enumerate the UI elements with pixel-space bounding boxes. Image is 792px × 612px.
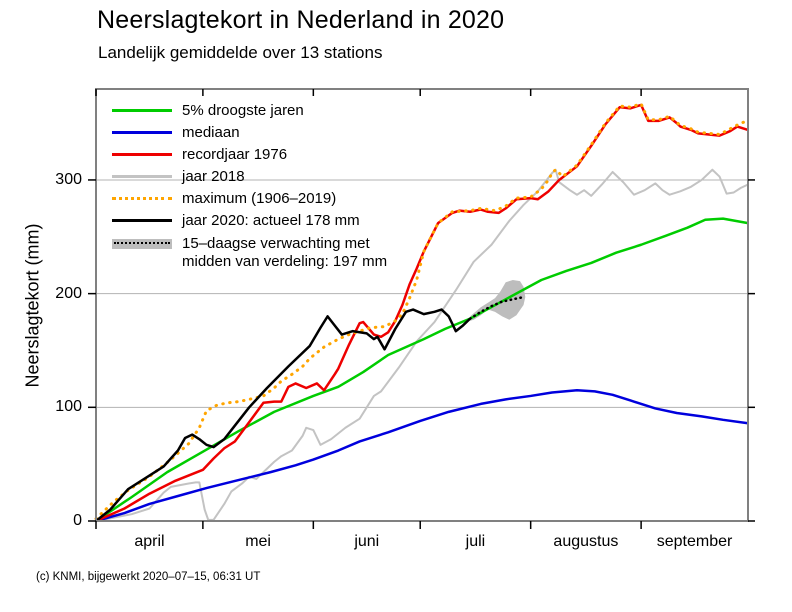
forecast-center-line — [468, 295, 525, 320]
month-label-september: september — [656, 533, 733, 550]
legend-swatch-line — [112, 131, 172, 134]
legend-swatch-line — [112, 153, 172, 156]
series-maximum-1906-2019 — [94, 102, 750, 521]
credit-text: (c) KNMI, bijgewerkt 2020–07–15, 06:31 U… — [36, 571, 261, 583]
chart-subtitle: Landelijk gemiddelde over 13 stations — [98, 43, 383, 62]
series-mediaan — [95, 389, 749, 523]
legend-swatch-band — [112, 239, 172, 249]
legend-label: jaar 2018 — [182, 168, 245, 185]
legend-label: jaar 2020: actueel 178 mm — [182, 212, 360, 229]
month-label-mei: mei — [245, 533, 271, 550]
y-tick-label-200: 200 — [55, 284, 82, 302]
legend-swatch-dotted-line — [112, 197, 172, 200]
month-label-juni: juni — [354, 533, 380, 550]
legend-label: maximum (1906–2019) — [182, 190, 337, 207]
legend-swatch-line — [112, 109, 172, 112]
y-tick-label-0: 0 — [73, 512, 82, 529]
plot-border — [95, 88, 749, 522]
y-tick-label-300: 300 — [55, 170, 82, 188]
legend-swatch-line — [112, 219, 172, 222]
legend-item-3: recordjaar 1976 — [112, 146, 287, 164]
y-axis-label: Neerslagtekort (mm) — [22, 223, 43, 388]
legend-item-5: maximum (1906–2019) — [112, 190, 336, 208]
legend-swatch-line — [112, 175, 172, 178]
legend-band-dots — [114, 242, 170, 244]
legend-item-1: 5% droogste jaren — [112, 102, 304, 120]
y-tick-label-100: 100 — [55, 398, 82, 416]
legend-label: 15–daagse verwachting met midden van verd… — [182, 235, 388, 270]
chart-title: Neerslagtekort in Nederland in 2020 — [97, 6, 505, 34]
series-recordjaar-1976 — [95, 103, 749, 523]
series-5pct-droogste-jaren — [95, 217, 749, 523]
legend-label: mediaan — [182, 124, 240, 141]
legend-item-6: jaar 2020: actueel 178 mm — [112, 212, 360, 230]
legend-label: recordjaar 1976 — [182, 146, 288, 163]
month-label-april: april — [134, 533, 165, 550]
month-label-augustus: augustus — [553, 533, 619, 550]
month-label-juli: juli — [465, 533, 486, 550]
legend-label: 5% droogste jaren — [182, 102, 304, 119]
legend-item-7: 15–daagse verwachting met midden van verd… — [112, 235, 387, 271]
legend-item-4: jaar 2018 — [112, 168, 245, 186]
legend-item-2: mediaan — [112, 124, 240, 142]
series-jaar-2020 — [95, 308, 471, 522]
